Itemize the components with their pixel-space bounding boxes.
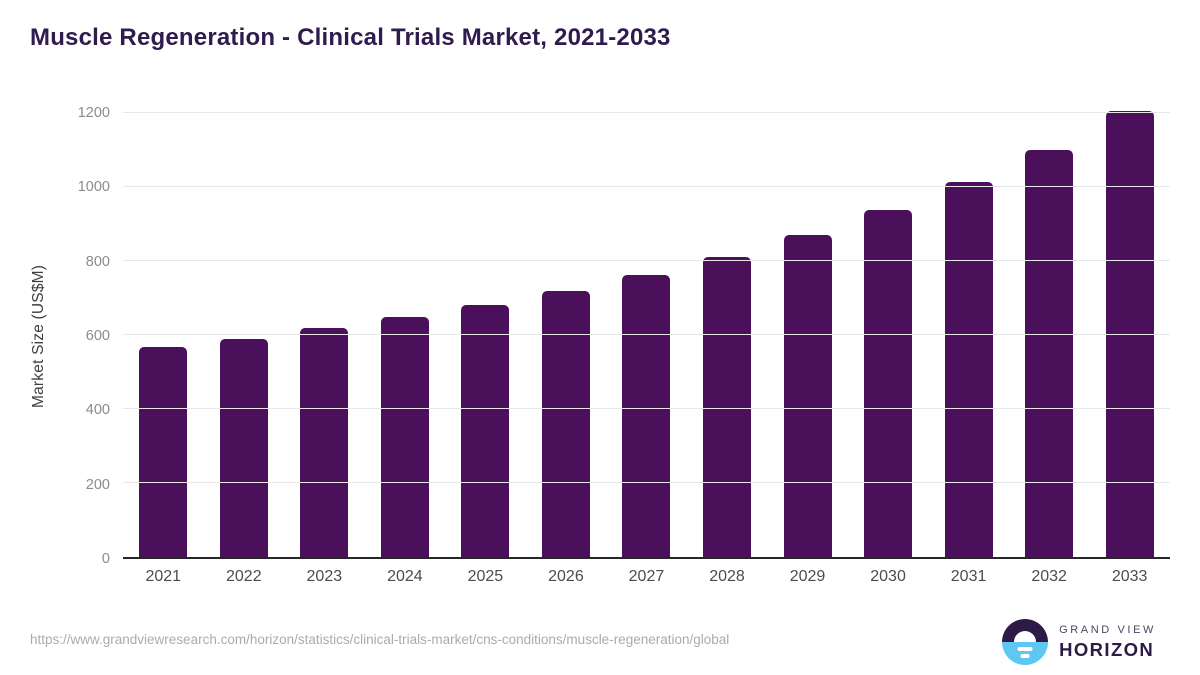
y-axis-tick-labels: 0 200 400 600 800 1000 1200 [0,105,110,567]
bar-2032 [1025,149,1074,557]
x-tick-label-2027: 2027 [628,568,665,585]
bar-slot-2023 [284,113,365,557]
logo-sun-dome [1014,631,1037,642]
bar-2028 [702,256,751,557]
bar-2021 [139,346,188,557]
y-tick-label-200: 200 [85,476,110,493]
bar-2024 [380,316,429,557]
x-tick-label-2022: 2022 [226,568,262,585]
bar-slot-2026 [526,113,607,557]
bar-slot-2021 [123,113,204,557]
bar-slot-2029 [767,113,848,557]
gridline-200 [123,482,1170,484]
bar-slot-2031 [928,113,1009,557]
bar-2022 [219,338,268,557]
bar-slot-2022 [204,113,285,557]
logo-product-name: HORIZON [1059,638,1155,660]
y-tick-label-1200: 1200 [77,105,110,121]
y-tick-label-1000: 1000 [77,179,110,196]
gridline-600 [123,334,1170,335]
source-url: https://www.grandviewresearch.com/horizo… [30,632,730,647]
x-tick-label-2032: 2032 [1031,568,1067,585]
bar-slot-2028 [687,113,768,557]
bar-2031 [944,182,993,557]
bar-2029 [783,234,832,557]
bar-slot-2027 [606,113,687,557]
logo-wave-line [1020,654,1030,658]
x-tick-label-2030: 2030 [870,568,906,585]
gridline-800 [123,260,1170,262]
gridline-400 [123,408,1170,410]
y-tick-label-600: 600 [85,328,110,344]
horizon-sunset-logo-icon [1002,619,1049,665]
bar-slot-2030 [848,113,929,557]
logo-wave-line [1017,647,1033,651]
x-axis-tick-labels: 2021 2022 2023 2024 2025 2026 2027 2028 2029 2030… [123,568,1170,586]
y-tick-label-0: 0 [101,551,110,567]
y-tick-label-800: 800 [85,253,110,270]
bar-slot-2024 [365,113,446,557]
x-tick-label-2028: 2028 [709,568,745,585]
logo-wordmark: GRAND VIEW HORIZON [1059,624,1156,661]
bar-2026 [541,291,590,557]
bar-2023 [300,327,349,557]
logo-brand-name: GRAND VIEW [1059,623,1156,636]
x-tick-label-2024: 2024 [387,568,423,585]
x-tick-label-2025: 2025 [467,568,504,585]
y-tick-label-400: 400 [85,402,110,419]
x-tick-label-2029: 2029 [789,568,826,585]
x-tick-label-2031: 2031 [950,568,987,585]
bar-2027 [622,275,671,557]
x-tick-label-2026: 2026 [548,568,584,585]
bar-2025 [461,305,510,557]
x-tick-label-2023: 2023 [306,568,343,585]
bar-slot-2025 [445,113,526,557]
gridline-1200 [123,112,1170,113]
bar-series [123,111,1170,557]
plot-area [123,111,1170,559]
bar-slot-2033 [1089,111,1170,557]
brand-logo: GRAND VIEW HORIZON [1002,619,1156,665]
gridline-1000 [123,186,1170,187]
chart-title: Muscle Regeneration - Clinical Trials Ma… [30,24,671,51]
bar-2030 [864,209,913,557]
x-tick-label-2021: 2021 [145,568,182,585]
bar-slot-2032 [1009,113,1090,557]
x-tick-label-2033: 2033 [1111,568,1148,585]
